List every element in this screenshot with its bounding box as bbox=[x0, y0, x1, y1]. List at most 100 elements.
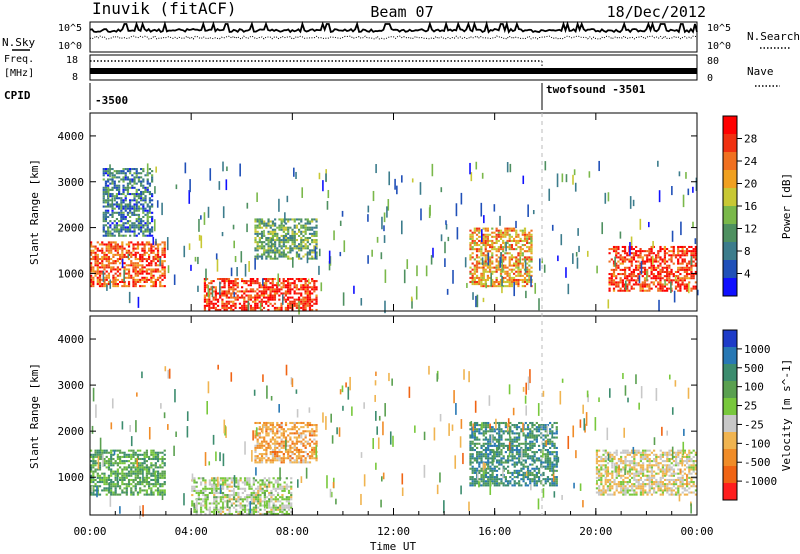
echo-cell bbox=[112, 266, 115, 269]
echo-cell bbox=[247, 300, 250, 312]
echo-cell bbox=[635, 283, 638, 286]
echo-cell bbox=[685, 273, 689, 276]
echo-cell bbox=[504, 233, 507, 236]
echo-cell bbox=[148, 487, 151, 490]
echo-cell bbox=[530, 276, 532, 287]
echo-cell bbox=[126, 168, 130, 171]
echo-cell bbox=[133, 199, 136, 202]
echo-cell bbox=[227, 296, 231, 299]
echo-cell bbox=[221, 298, 224, 301]
echo-cell bbox=[204, 479, 207, 482]
echo-cell bbox=[635, 266, 638, 269]
echo-cell bbox=[469, 266, 472, 269]
echo-cell bbox=[260, 253, 264, 256]
echo-cell bbox=[258, 247, 261, 250]
echo-cell bbox=[161, 274, 164, 277]
echo-cell bbox=[596, 265, 598, 274]
echo-cell bbox=[234, 296, 237, 299]
echo-cell bbox=[142, 170, 145, 173]
echo-cell bbox=[661, 277, 664, 280]
echo-cell bbox=[103, 472, 106, 475]
echo-cell bbox=[487, 467, 490, 470]
echo-cell bbox=[469, 246, 472, 249]
echo-cell bbox=[681, 258, 684, 261]
echo-cell bbox=[274, 253, 277, 256]
echo-cell bbox=[271, 430, 275, 433]
echo-cell bbox=[291, 300, 294, 303]
echo-cell bbox=[256, 438, 259, 441]
echo-cell bbox=[202, 510, 205, 513]
echo-cell bbox=[493, 231, 496, 234]
echo-cell bbox=[630, 260, 633, 263]
echo-cell bbox=[659, 248, 662, 251]
echo-cell bbox=[256, 241, 259, 244]
echo-cell bbox=[506, 432, 510, 435]
echo-cell bbox=[528, 241, 531, 245]
echo-cell bbox=[270, 491, 273, 495]
echo-cell bbox=[248, 260, 250, 272]
echo-cell bbox=[206, 298, 209, 301]
echo-cell bbox=[298, 434, 301, 437]
echo-cell bbox=[256, 302, 259, 305]
echo-cell bbox=[210, 487, 214, 490]
echo-cell bbox=[269, 294, 272, 297]
echo-cell bbox=[659, 273, 662, 276]
echo-cell bbox=[493, 442, 496, 445]
echo-cell bbox=[193, 506, 196, 509]
echo-cell bbox=[129, 172, 132, 175]
echo-cell bbox=[260, 444, 264, 447]
echo-cell bbox=[163, 470, 166, 473]
echo-cell bbox=[256, 247, 259, 250]
echo-cell bbox=[630, 264, 633, 267]
echo-cell bbox=[161, 476, 164, 479]
echo-cell bbox=[90, 243, 93, 246]
echo-cell bbox=[237, 496, 240, 499]
echo-cell bbox=[271, 280, 274, 283]
echo-cell bbox=[219, 510, 222, 513]
echo-cell bbox=[683, 279, 686, 282]
echo-cell bbox=[134, 451, 137, 454]
echo-cell bbox=[155, 166, 157, 173]
echo-cell bbox=[154, 253, 157, 256]
echo-cell bbox=[278, 226, 281, 229]
echo-cell bbox=[286, 298, 290, 301]
echo-cell bbox=[269, 241, 272, 244]
echo-cell bbox=[480, 278, 483, 282]
echo-cell bbox=[98, 481, 102, 484]
echo-cell bbox=[484, 233, 487, 236]
echo-cell bbox=[146, 186, 149, 189]
echo-cell bbox=[260, 294, 263, 297]
echo-cell bbox=[145, 460, 148, 463]
echo-cell bbox=[119, 457, 122, 461]
echo-cell bbox=[272, 483, 275, 486]
echo-cell bbox=[301, 187, 304, 198]
echo-cell bbox=[134, 258, 137, 261]
echo-cell bbox=[610, 248, 613, 251]
echo-cell bbox=[250, 485, 253, 488]
echo-cell bbox=[254, 224, 257, 227]
echo-cell bbox=[513, 449, 516, 452]
echo-cell bbox=[515, 260, 518, 263]
nsearch-trace bbox=[89, 35, 698, 40]
echo-cell bbox=[304, 218, 307, 221]
echo-cell bbox=[115, 188, 119, 191]
echo-cell bbox=[125, 485, 128, 488]
echo-cell bbox=[471, 256, 474, 259]
echo-cell bbox=[628, 275, 631, 278]
echo-cell bbox=[120, 234, 123, 237]
echo-cell bbox=[513, 426, 516, 429]
echo-cell bbox=[274, 245, 277, 248]
echo-cell bbox=[126, 213, 130, 216]
echo-cell bbox=[112, 453, 115, 456]
echo-cell bbox=[270, 500, 273, 503]
echo-cell bbox=[643, 281, 647, 284]
echo-cell bbox=[290, 506, 293, 509]
echo-cell bbox=[104, 224, 108, 227]
echo-cell bbox=[96, 260, 99, 263]
echo-cell bbox=[221, 280, 224, 283]
echo-cell bbox=[517, 246, 520, 249]
echo-cell bbox=[125, 453, 128, 456]
echo-cell bbox=[109, 182, 112, 185]
echo-cell bbox=[119, 449, 122, 452]
echo-cell bbox=[480, 459, 483, 462]
